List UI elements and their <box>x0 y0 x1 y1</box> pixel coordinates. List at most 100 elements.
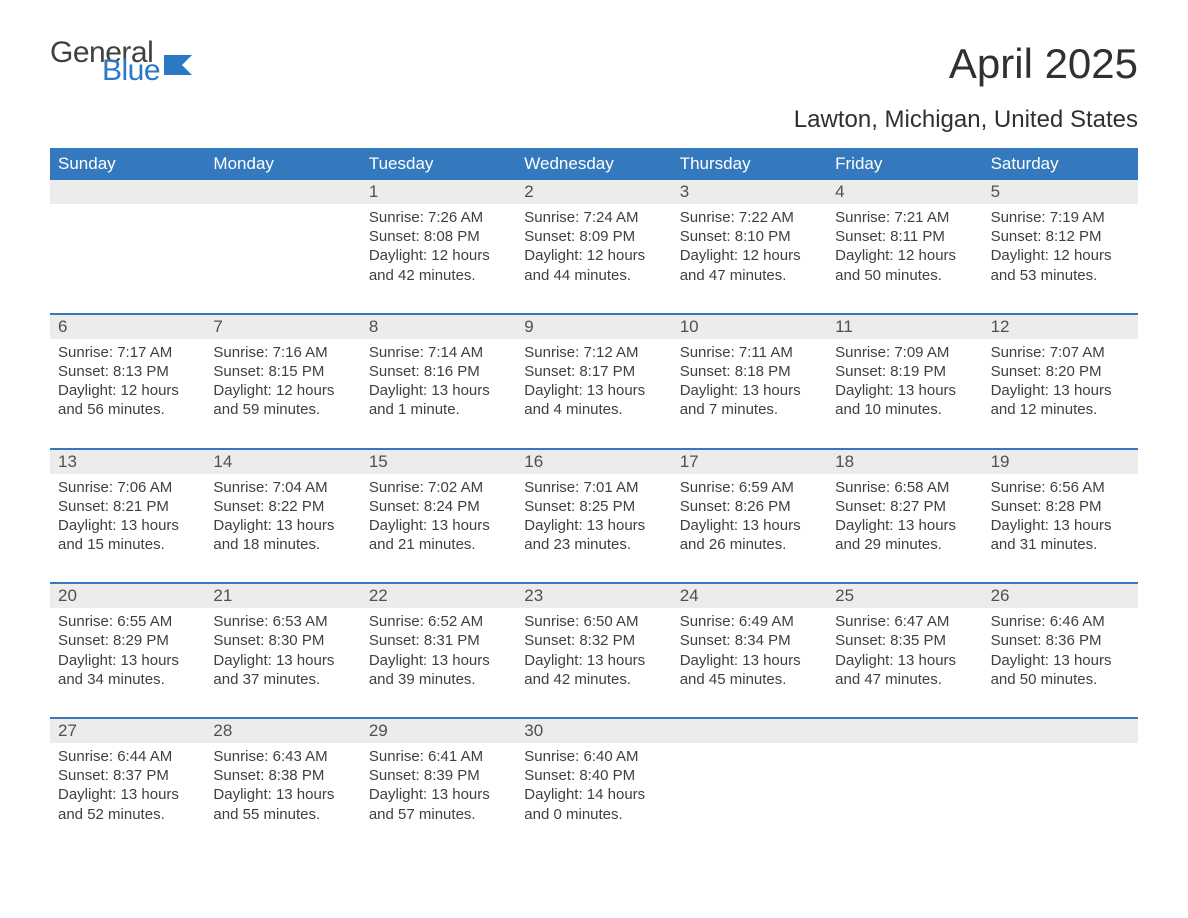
daylight-line: Daylight: 13 hours and 50 minutes. <box>991 651 1130 689</box>
day-number: 4 <box>827 180 982 204</box>
daylight-line: Daylight: 13 hours and 52 minutes. <box>58 785 197 823</box>
day-cell <box>50 204 205 313</box>
sunset-line: Sunset: 8:27 PM <box>835 497 974 516</box>
daylight-line: Daylight: 12 hours and 47 minutes. <box>680 246 819 284</box>
weekday-header: Monday <box>205 148 360 180</box>
sunset-line: Sunset: 8:11 PM <box>835 227 974 246</box>
day-number: 28 <box>205 719 360 743</box>
daylight-line: Daylight: 13 hours and 12 minutes. <box>991 381 1130 419</box>
daylight-line: Daylight: 13 hours and 57 minutes. <box>369 785 508 823</box>
daycontent-row: Sunrise: 6:44 AMSunset: 8:37 PMDaylight:… <box>50 743 1138 852</box>
day-number: 5 <box>983 180 1138 204</box>
sunset-line: Sunset: 8:09 PM <box>524 227 663 246</box>
sunrise-line: Sunrise: 7:06 AM <box>58 478 197 497</box>
weekday-header: Saturday <box>983 148 1138 180</box>
weekday-header: Friday <box>827 148 982 180</box>
daynum-row: 6789101112 <box>50 315 1138 339</box>
day-cell: Sunrise: 7:14 AMSunset: 8:16 PMDaylight:… <box>361 339 516 448</box>
daycontent-row: Sunrise: 7:17 AMSunset: 8:13 PMDaylight:… <box>50 339 1138 448</box>
sunrise-line: Sunrise: 7:21 AM <box>835 208 974 227</box>
sunrise-line: Sunrise: 6:58 AM <box>835 478 974 497</box>
day-cell: Sunrise: 6:43 AMSunset: 8:38 PMDaylight:… <box>205 743 360 852</box>
sunrise-line: Sunrise: 6:49 AM <box>680 612 819 631</box>
day-number: 3 <box>672 180 827 204</box>
sunrise-line: Sunrise: 6:55 AM <box>58 612 197 631</box>
sunrise-line: Sunrise: 7:01 AM <box>524 478 663 497</box>
sunrise-line: Sunrise: 6:40 AM <box>524 747 663 766</box>
sunset-line: Sunset: 8:24 PM <box>369 497 508 516</box>
day-number: 6 <box>50 315 205 339</box>
sunset-line: Sunset: 8:40 PM <box>524 766 663 785</box>
daylight-line: Daylight: 13 hours and 34 minutes. <box>58 651 197 689</box>
page-title: April 2025 <box>794 40 1138 88</box>
daylight-line: Daylight: 13 hours and 55 minutes. <box>213 785 352 823</box>
sunset-line: Sunset: 8:38 PM <box>213 766 352 785</box>
day-number: 26 <box>983 584 1138 608</box>
day-cell: Sunrise: 6:41 AMSunset: 8:39 PMDaylight:… <box>361 743 516 852</box>
daylight-line: Daylight: 13 hours and 31 minutes. <box>991 516 1130 554</box>
sunrise-line: Sunrise: 6:43 AM <box>213 747 352 766</box>
day-cell: Sunrise: 6:47 AMSunset: 8:35 PMDaylight:… <box>827 608 982 717</box>
daycontent-row: Sunrise: 6:55 AMSunset: 8:29 PMDaylight:… <box>50 608 1138 717</box>
daylight-line: Daylight: 12 hours and 53 minutes. <box>991 246 1130 284</box>
day-number: 30 <box>516 719 671 743</box>
sunrise-line: Sunrise: 7:19 AM <box>991 208 1130 227</box>
day-number: 18 <box>827 450 982 474</box>
daylight-line: Daylight: 13 hours and 47 minutes. <box>835 651 974 689</box>
sunrise-line: Sunrise: 7:07 AM <box>991 343 1130 362</box>
day-cell: Sunrise: 7:12 AMSunset: 8:17 PMDaylight:… <box>516 339 671 448</box>
sunrise-line: Sunrise: 6:53 AM <box>213 612 352 631</box>
sunset-line: Sunset: 8:18 PM <box>680 362 819 381</box>
day-number: 29 <box>361 719 516 743</box>
day-number: 11 <box>827 315 982 339</box>
logo-word-blue: Blue <box>102 58 160 84</box>
sunrise-line: Sunrise: 7:22 AM <box>680 208 819 227</box>
logo-text: General Blue <box>50 40 160 83</box>
day-cell: Sunrise: 6:46 AMSunset: 8:36 PMDaylight:… <box>983 608 1138 717</box>
daylight-line: Daylight: 13 hours and 39 minutes. <box>369 651 508 689</box>
day-number <box>50 180 205 204</box>
calendar-week: 27282930Sunrise: 6:44 AMSunset: 8:37 PMD… <box>50 717 1138 852</box>
day-number: 24 <box>672 584 827 608</box>
daylight-line: Daylight: 13 hours and 15 minutes. <box>58 516 197 554</box>
sunset-line: Sunset: 8:34 PM <box>680 631 819 650</box>
calendar-week: 12345Sunrise: 7:26 AMSunset: 8:08 PMDayl… <box>50 180 1138 313</box>
day-cell: Sunrise: 6:59 AMSunset: 8:26 PMDaylight:… <box>672 474 827 583</box>
daynum-row: 12345 <box>50 180 1138 204</box>
day-cell: Sunrise: 7:22 AMSunset: 8:10 PMDaylight:… <box>672 204 827 313</box>
day-cell: Sunrise: 7:11 AMSunset: 8:18 PMDaylight:… <box>672 339 827 448</box>
day-number: 20 <box>50 584 205 608</box>
day-number: 14 <box>205 450 360 474</box>
sunrise-line: Sunrise: 6:56 AM <box>991 478 1130 497</box>
weeks-container: 12345Sunrise: 7:26 AMSunset: 8:08 PMDayl… <box>50 180 1138 852</box>
day-number: 21 <box>205 584 360 608</box>
daylight-line: Daylight: 13 hours and 42 minutes. <box>524 651 663 689</box>
weekday-header-row: SundayMondayTuesdayWednesdayThursdayFrid… <box>50 148 1138 180</box>
day-cell: Sunrise: 7:19 AMSunset: 8:12 PMDaylight:… <box>983 204 1138 313</box>
weekday-header: Thursday <box>672 148 827 180</box>
title-block: April 2025 Lawton, Michigan, United Stat… <box>794 40 1138 134</box>
sunrise-line: Sunrise: 7:14 AM <box>369 343 508 362</box>
day-cell: Sunrise: 7:09 AMSunset: 8:19 PMDaylight:… <box>827 339 982 448</box>
day-number: 23 <box>516 584 671 608</box>
sunset-line: Sunset: 8:08 PM <box>369 227 508 246</box>
day-number: 15 <box>361 450 516 474</box>
day-cell: Sunrise: 7:24 AMSunset: 8:09 PMDaylight:… <box>516 204 671 313</box>
sunrise-line: Sunrise: 6:59 AM <box>680 478 819 497</box>
sunset-line: Sunset: 8:25 PM <box>524 497 663 516</box>
sunrise-line: Sunrise: 6:47 AM <box>835 612 974 631</box>
sunrise-line: Sunrise: 7:04 AM <box>213 478 352 497</box>
daylight-line: Daylight: 13 hours and 37 minutes. <box>213 651 352 689</box>
daylight-line: Daylight: 13 hours and 29 minutes. <box>835 516 974 554</box>
day-number: 13 <box>50 450 205 474</box>
sunset-line: Sunset: 8:22 PM <box>213 497 352 516</box>
day-cell: Sunrise: 7:02 AMSunset: 8:24 PMDaylight:… <box>361 474 516 583</box>
sunset-line: Sunset: 8:13 PM <box>58 362 197 381</box>
sunset-line: Sunset: 8:28 PM <box>991 497 1130 516</box>
sunset-line: Sunset: 8:29 PM <box>58 631 197 650</box>
daylight-line: Daylight: 13 hours and 10 minutes. <box>835 381 974 419</box>
sunset-line: Sunset: 8:12 PM <box>991 227 1130 246</box>
day-cell <box>983 743 1138 852</box>
day-number: 25 <box>827 584 982 608</box>
sunset-line: Sunset: 8:32 PM <box>524 631 663 650</box>
